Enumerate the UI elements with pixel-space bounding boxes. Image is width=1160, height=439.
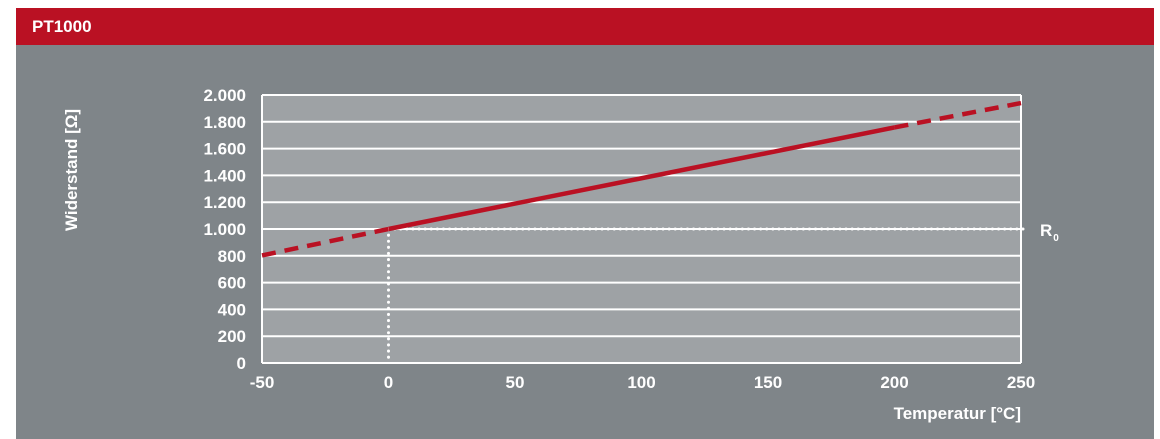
x-tick-label: 50 [506, 373, 525, 392]
reference-label-subscript: 0 [1053, 233, 1059, 244]
x-tick-label: 100 [627, 373, 655, 392]
y-tick-label: 1.600 [203, 140, 246, 159]
x-tick-label: -50 [250, 373, 275, 392]
x-tick-label: 250 [1007, 373, 1035, 392]
y-tick-label: 0 [237, 354, 246, 373]
y-tick-label: 1.400 [203, 166, 246, 185]
x-tick-label: 200 [880, 373, 908, 392]
y-tick-label: 400 [218, 300, 246, 319]
y-tick-label: 1.800 [203, 113, 246, 132]
x-axis-label: Temperatur [°C] [894, 404, 1021, 423]
y-tick-label: 800 [218, 247, 246, 266]
chart-svg: 0 200 400 600 800 1.000 1.200 1.400 1.600 1.800 2.… [62, 86, 1059, 423]
y-tick-label: 1.200 [203, 193, 246, 212]
x-tick-label: 0 [384, 373, 393, 392]
y-tick-label: 1.000 [203, 220, 246, 239]
chart-panel: 0 200 400 600 800 1.000 1.200 1.400 1.600 1.800 2.… [16, 45, 1154, 439]
chart-card: PT1000 0 200 400 600 800 1.000 1.200 1.400 1.600… [16, 8, 1154, 439]
y-tick-label: 200 [218, 327, 246, 346]
y-tick-label: 600 [218, 274, 246, 293]
curve-segment-solid [388, 125, 895, 232]
chart-header-title: PT1000 [32, 17, 92, 36]
y-axis-label: Widerstand [Ω] [62, 109, 81, 231]
y-tick-label: 2.000 [203, 86, 246, 105]
reference-label: R0 [1040, 221, 1059, 244]
chart-header: PT1000 [16, 8, 1154, 45]
x-tick-label: 150 [754, 373, 782, 392]
